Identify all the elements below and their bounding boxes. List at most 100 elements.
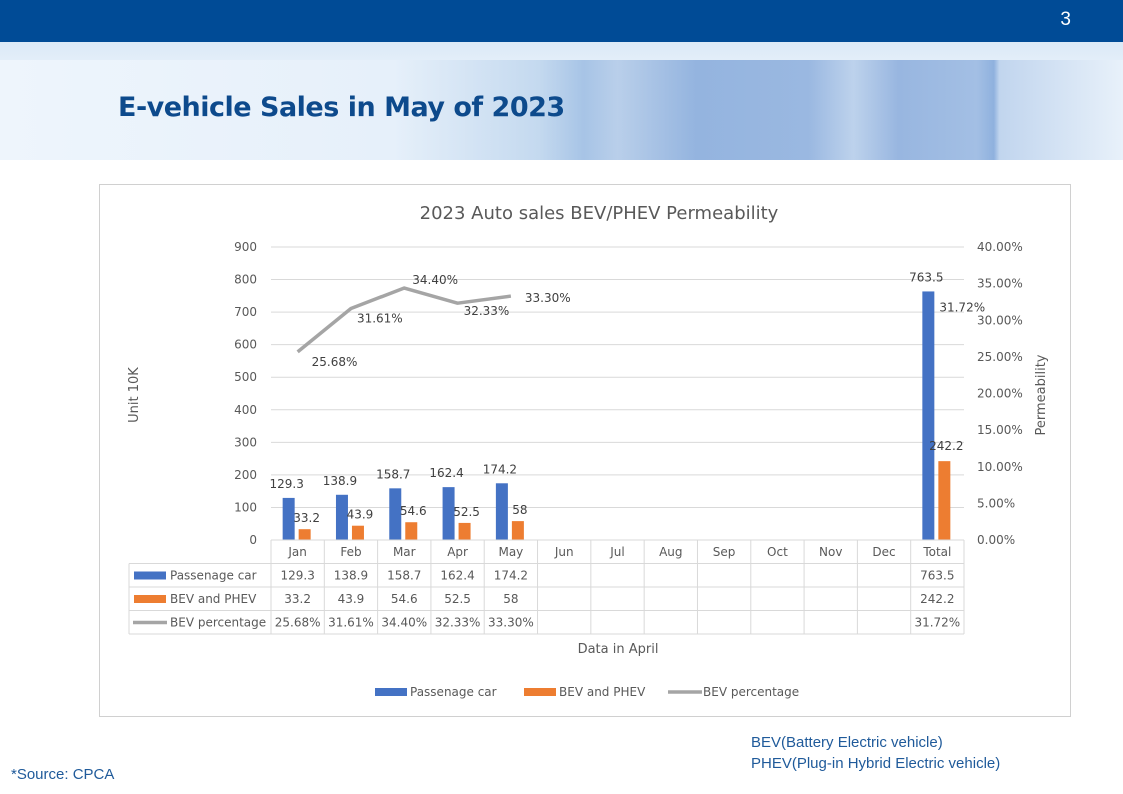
bar-series (282, 291, 951, 540)
table-cell: 242.2 (920, 592, 954, 606)
line-bev-percentage (296, 286, 512, 354)
y2-tick-label: 20.00% (977, 387, 1023, 401)
data-labels: 129.3 138.9 158.7 162.4 174.2 763.5 33.2 43.9 54… (269, 270, 985, 525)
table-cell: 52.5 (444, 592, 471, 606)
data-label-bev-percentage: 31.72% (939, 301, 985, 315)
y-tick-label: 500 (234, 370, 257, 384)
bar-passenger-car (442, 487, 455, 540)
y-tick-label: 800 (234, 273, 257, 287)
x-category-label: Aug (659, 545, 682, 559)
data-table: Jan Feb Mar Apr May Jun Jul Aug Sep Oct Nov Dec Tota… (128, 539, 965, 635)
y2-tick-label: 25.00% (977, 350, 1023, 364)
table-cell: 31.72% (914, 616, 960, 630)
y2-tick-label: 15.00% (977, 423, 1023, 437)
table-cell: 763.5 (920, 569, 954, 583)
y2-tick-label: 40.00% (977, 240, 1023, 254)
table-cell: 43.9 (338, 592, 365, 606)
data-label-bev-percentage: 31.61% (357, 311, 403, 325)
x-category-label: Jan (287, 545, 307, 559)
data-label-bev-phev: 33.2 (293, 511, 320, 525)
table-row-header: BEV and PHEV (170, 592, 257, 606)
legend-key-passenger-car (375, 688, 407, 696)
table-cell: 33.30% (488, 616, 534, 630)
table-cell: 54.6 (391, 592, 418, 606)
chart-title: 2023 Auto sales BEV/PHEV Permeability (420, 203, 779, 224)
data-label-bev-phev: 43.9 (347, 508, 374, 522)
data-label-bev-phev: 58 (512, 503, 527, 517)
x-category-label: Dec (872, 545, 895, 559)
data-label-passenger-car: 129.3 (269, 477, 303, 491)
bar-passenger-car (282, 497, 295, 540)
data-label-bev-phev: 242.2 (929, 439, 963, 453)
table-cell: 34.40% (381, 616, 427, 630)
gridlines (271, 246, 964, 508)
x-category-label: Jun (554, 545, 574, 559)
bar-bev-phev (405, 522, 418, 540)
definition-phev: PHEV(Plug-in Hybrid Electric vehicle) (751, 755, 1001, 772)
table-cell: 162.4 (440, 569, 474, 583)
bar-bev-phev (511, 521, 524, 540)
y-tick-label: 100 (234, 500, 257, 514)
y-tick-label: 400 (234, 403, 257, 417)
y2-tick-label: 5.00% (977, 496, 1015, 510)
title-banner (0, 60, 1123, 160)
legend-key-bev-phev (134, 595, 166, 603)
x-category-label: Sep (713, 545, 736, 559)
data-label-bev-percentage: 33.30% (525, 291, 571, 305)
data-label-bev-phev: 52.5 (453, 505, 480, 519)
table-cell: 58 (503, 592, 518, 606)
table-cell: 25.68% (275, 616, 321, 630)
data-label-bev-percentage: 25.68% (312, 355, 358, 369)
y-axis-right: 0.00% 5.00% 10.00% 15.00% 20.00% 25.00% 30.00%… (977, 240, 1023, 547)
line-series (296, 286, 512, 354)
y2-tick-label: 35.00% (977, 277, 1023, 291)
x-category-label: Mar (393, 545, 416, 559)
bar-bev-phev (351, 525, 364, 540)
y-tick-label: 900 (234, 240, 257, 254)
y-axis-title: Unit 10K (127, 367, 142, 423)
legend-key-bev-phev (524, 688, 556, 696)
x-category-label: Jul (609, 545, 624, 559)
header-bar: 3 (0, 0, 1123, 42)
data-label-bev-phev: 54.6 (400, 504, 427, 518)
data-label-passenger-car: 174.2 (483, 462, 517, 476)
page-number: 3 (1060, 9, 1071, 30)
legend-item-bev-phev: BEV and PHEV (559, 685, 646, 699)
table-cell: 158.7 (387, 569, 421, 583)
abbreviation-definitions: BEV(Battery Electric vehicle) PHEV(Plug-… (751, 732, 1000, 774)
combo-chart: 2023 Auto sales BEV/PHEV Permeability 0 1… (127, 203, 1049, 699)
legend-item-bev-percentage: BEV percentage (703, 685, 799, 699)
table-row-header: BEV percentage (170, 616, 266, 630)
bar-passenger-car (335, 494, 348, 540)
x-category-label: Oct (767, 545, 788, 559)
bar-passenger-car (922, 291, 935, 540)
bar-bev-phev (458, 522, 471, 540)
table-cell: 32.33% (435, 616, 481, 630)
x-category-label: Apr (447, 545, 468, 559)
data-label-bev-percentage: 34.40% (412, 273, 458, 287)
chart-container: 2023 Auto sales BEV/PHEV Permeability 0 1… (99, 184, 1071, 717)
slide-title: E-vehicle Sales in May of 2023 (118, 92, 565, 123)
y-tick-label: 0 (249, 533, 257, 547)
table-cell: 129.3 (280, 569, 314, 583)
bar-bev-phev (938, 461, 951, 540)
legend-item-passenger-car: Passenage car (410, 685, 497, 699)
x-category-label: Total (922, 545, 951, 559)
y2-tick-label: 10.00% (977, 460, 1023, 474)
legend-key-passenger-car (134, 571, 166, 580)
y-tick-label: 700 (234, 305, 257, 319)
data-label-passenger-car: 158.7 (376, 467, 410, 481)
header-accent-band (0, 42, 1123, 60)
source-note: *Source: CPCA (11, 766, 115, 783)
x-category-label: Nov (819, 545, 842, 559)
y2-axis-title: Permeability (1034, 354, 1049, 435)
y2-tick-label: 30.00% (977, 313, 1023, 327)
y-axis-left: 0 100 200 300 400 500 600 700 800 900 (234, 240, 257, 547)
x-axis-title: Data in April (578, 642, 659, 657)
y-tick-label: 300 (234, 435, 257, 449)
table-cell: 33.2 (284, 592, 311, 606)
table-cell: 138.9 (334, 569, 368, 583)
table-row-header: Passenage car (170, 569, 257, 583)
bar-passenger-car (389, 488, 402, 540)
data-label-passenger-car: 138.9 (323, 474, 357, 488)
